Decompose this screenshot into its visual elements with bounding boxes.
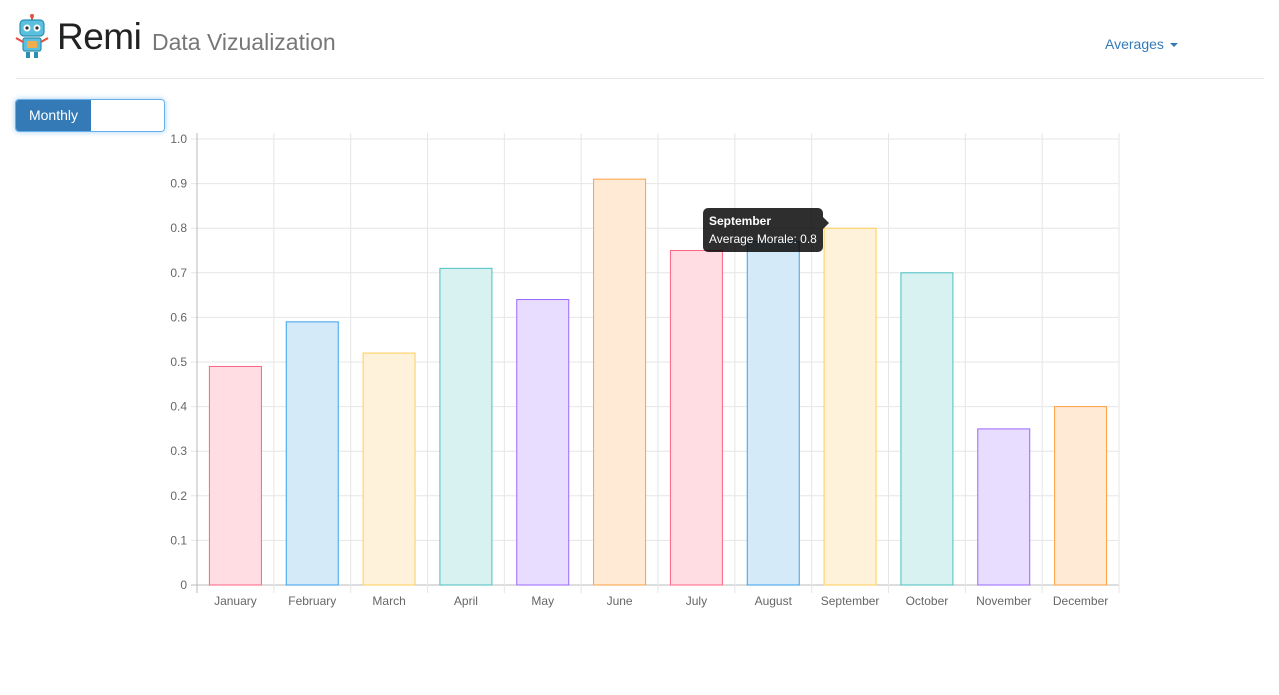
robot-icon (15, 14, 49, 58)
bar-november (977, 428, 1031, 586)
x-tick-label: April (454, 594, 478, 608)
y-tick-label: 0.8 (170, 221, 187, 235)
x-tick-label: February (288, 594, 336, 608)
brand-subtitle: Data Vizualization (152, 29, 336, 55)
x-tick-label: March (372, 594, 405, 608)
x-tick-label: July (686, 594, 707, 608)
averages-dropdown[interactable]: Averages (1105, 36, 1178, 52)
x-tick-label: August (755, 594, 793, 608)
bar-june (593, 178, 647, 586)
brand-title[interactable]: Remi (57, 16, 142, 57)
bar-april (439, 267, 493, 586)
y-tick-label: 0.7 (170, 266, 187, 280)
bar-february (285, 321, 339, 586)
y-tick-label: 0.5 (170, 355, 187, 369)
y-tick-label: 0.2 (170, 489, 187, 503)
monthly-toggle[interactable]: Monthly (15, 99, 165, 132)
bar-january (208, 365, 262, 586)
chart-tooltip: September Average Morale: 0.8 (703, 208, 829, 252)
y-tick-label: 0.4 (170, 400, 187, 414)
y-tick-label: 1.0 (170, 132, 187, 146)
tooltip-title: September (709, 214, 772, 228)
toggle-on-label: Monthly (16, 100, 91, 131)
x-tick-label: December (1053, 594, 1108, 608)
y-tick-label: 0 (180, 578, 187, 592)
toggle-off-handle[interactable] (91, 100, 164, 131)
bar-august (746, 241, 800, 586)
y-tick-label: 0.6 (170, 310, 187, 324)
app-header: Remi Data Vizualization Averages (0, 0, 1279, 80)
bar-december (1054, 406, 1108, 586)
y-tick-label: 0.9 (170, 177, 187, 191)
averages-dropdown-label: Averages (1105, 36, 1164, 52)
tooltip-body: Average Morale: 0.8 (709, 232, 817, 246)
x-tick-label: September (821, 594, 880, 608)
bar-march (362, 352, 416, 586)
bar-july (669, 250, 723, 586)
y-tick-label: 0.1 (170, 533, 187, 547)
caret-down-icon (1169, 43, 1178, 48)
bar-may (516, 299, 570, 586)
bar-september (823, 227, 877, 586)
header-divider (16, 78, 1264, 79)
x-tick-label: November (976, 594, 1031, 608)
x-tick-label: June (607, 594, 633, 608)
x-tick-label: May (531, 594, 554, 608)
x-tick-label: January (214, 594, 257, 608)
tooltip-arrow (822, 217, 829, 229)
bar-october (900, 272, 954, 586)
x-tick-label: October (906, 594, 949, 608)
y-tick-label: 0.3 (170, 444, 187, 458)
